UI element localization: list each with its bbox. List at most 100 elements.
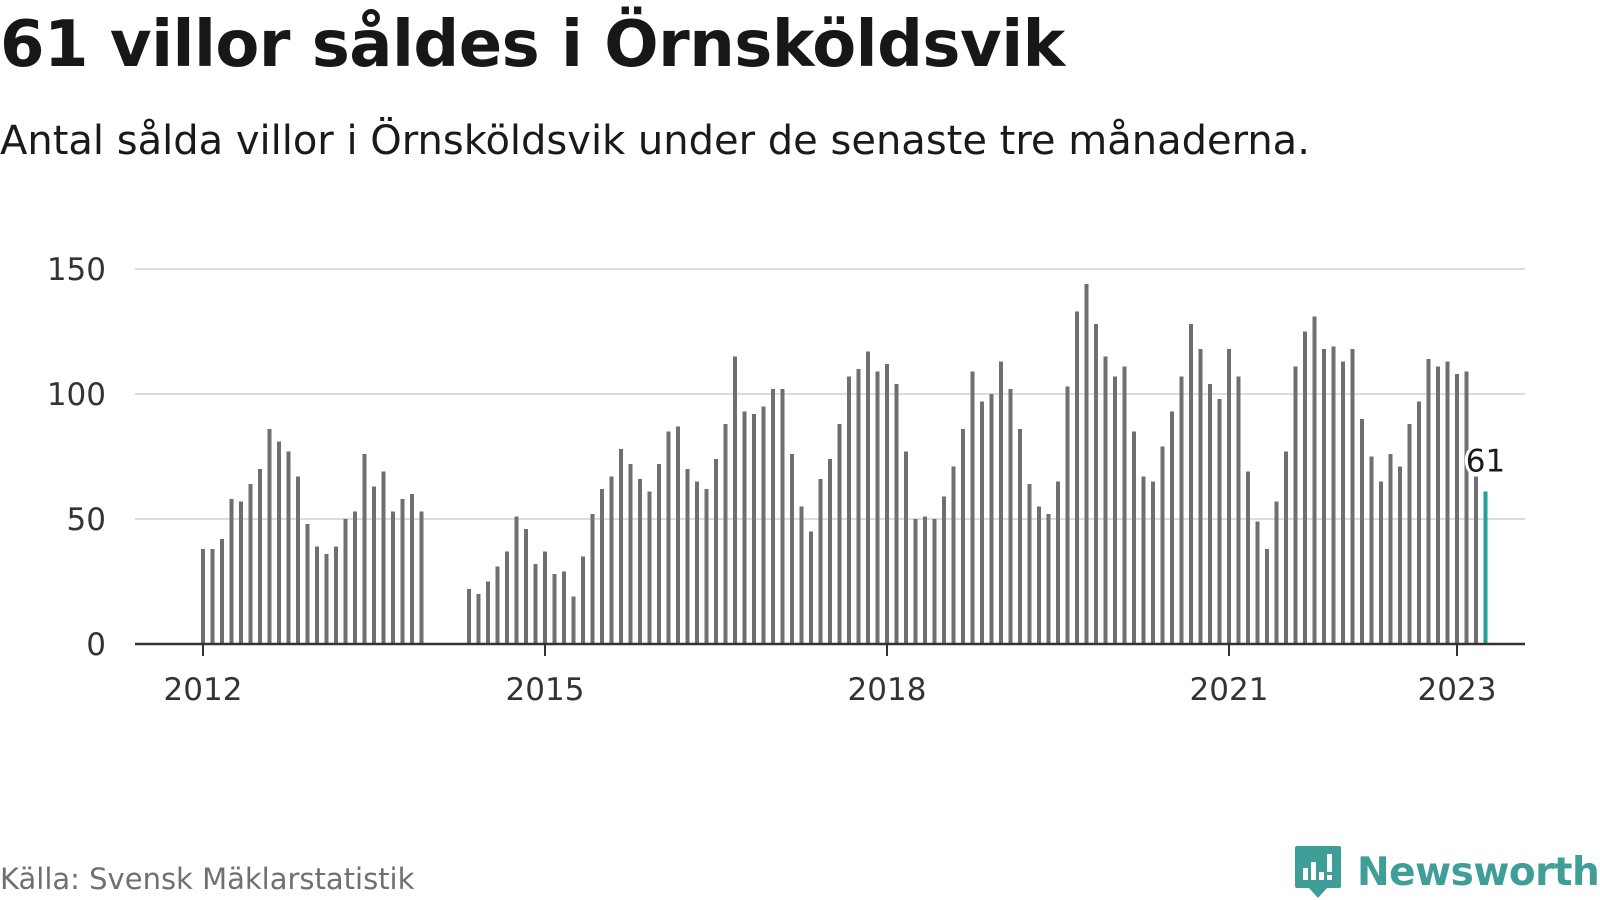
bar: [885, 364, 889, 644]
bar: [1398, 466, 1402, 644]
bar: [628, 464, 633, 644]
bar: [581, 556, 585, 644]
annotation-label: 61: [1466, 444, 1505, 480]
bar: [210, 549, 215, 644]
bar: [847, 376, 851, 644]
bar: [533, 564, 538, 644]
bar: [799, 506, 804, 644]
annotations: 61: [1463, 441, 1508, 483]
bar: [476, 594, 481, 644]
x-tick-label: 2023: [1418, 672, 1497, 708]
bar: [1008, 389, 1013, 644]
chart-subtitle: Antal sålda villor i Örnsköldsvik under …: [0, 118, 1310, 164]
bar: [961, 429, 965, 644]
x-tick-label: 2021: [1190, 672, 1269, 708]
bar: [1037, 506, 1041, 644]
bar: [1122, 366, 1127, 644]
bar: [809, 531, 813, 644]
bar: [913, 519, 918, 644]
bar: [229, 499, 234, 644]
bar: [1474, 476, 1478, 644]
bar: [989, 394, 994, 644]
bar: [970, 371, 975, 644]
bar: [543, 551, 547, 644]
bar: [524, 529, 528, 644]
bar: [894, 384, 899, 644]
bar: [562, 571, 566, 644]
bar: [1217, 399, 1222, 644]
newsworthy-logo-text: Newsworthy: [1357, 849, 1600, 895]
bar: [505, 551, 509, 644]
bar: [1312, 316, 1317, 644]
bar: [258, 469, 262, 644]
bar: [1407, 424, 1412, 644]
bar: [1350, 349, 1355, 644]
bar: [248, 484, 253, 644]
bar: [362, 454, 367, 644]
bar: [685, 469, 690, 644]
bar: [609, 476, 614, 644]
bar: [1388, 454, 1393, 644]
bar: [1160, 446, 1165, 644]
bar: [1417, 401, 1421, 644]
bar: [1341, 361, 1345, 644]
bar: [600, 489, 604, 644]
bar: [1436, 366, 1440, 644]
bar: [723, 424, 728, 644]
bar: [324, 554, 329, 644]
bar: [1227, 349, 1231, 644]
bar: [942, 496, 946, 644]
bar: [1075, 311, 1079, 644]
bar: [552, 574, 557, 644]
bar: [638, 479, 642, 644]
newsworthy-logo-icon: [1295, 846, 1341, 898]
bar: [619, 449, 623, 644]
x-tick-label: 2012: [164, 672, 243, 708]
bar: [1265, 549, 1269, 644]
bar: [1322, 349, 1326, 644]
bar: [657, 464, 661, 644]
bars: [201, 284, 1488, 644]
bar: [1065, 386, 1070, 644]
x-axis-ticks: 2012 2015 2018 2021 2023: [164, 644, 1497, 708]
bar: [752, 414, 756, 644]
bar: [1027, 484, 1032, 644]
bar: [1094, 324, 1098, 644]
bar-chart: 0 50 100 150 2012 2015 2018 2021 2023 61: [47, 252, 1525, 708]
bar: [1246, 471, 1250, 644]
bar: [1445, 361, 1450, 644]
bar: [761, 406, 766, 644]
bar: [932, 519, 937, 644]
y-tick-label: 150: [47, 252, 106, 288]
bar: [771, 389, 775, 644]
bar: [201, 549, 205, 644]
bar: [704, 489, 709, 644]
bar: [1084, 284, 1089, 644]
bar: [1331, 346, 1336, 644]
bar: [315, 546, 319, 644]
bar: [695, 481, 699, 644]
bar: [1293, 366, 1298, 644]
x-tick-label: 2018: [848, 672, 927, 708]
bar: [495, 566, 500, 644]
bar: [334, 546, 338, 644]
bar: [305, 524, 310, 644]
bar: [856, 369, 861, 644]
chart-title: 61 villor såldes i Örnsköldsvik: [0, 8, 1065, 82]
bar: [1284, 451, 1288, 644]
y-axis-ticks: 0 50 100 150: [47, 252, 106, 663]
bar: [1426, 359, 1431, 644]
bar: [239, 501, 243, 644]
bar: [410, 494, 414, 644]
bar: [1360, 419, 1364, 644]
bar: [419, 511, 424, 644]
bar: [742, 411, 747, 644]
bar: [875, 371, 880, 644]
y-tick-label: 0: [86, 627, 106, 663]
bar: [1303, 331, 1307, 644]
bar: [1189, 324, 1193, 644]
bar: [590, 514, 595, 644]
bar: [1274, 501, 1279, 644]
bar: [1018, 429, 1022, 644]
bar: [676, 426, 680, 644]
